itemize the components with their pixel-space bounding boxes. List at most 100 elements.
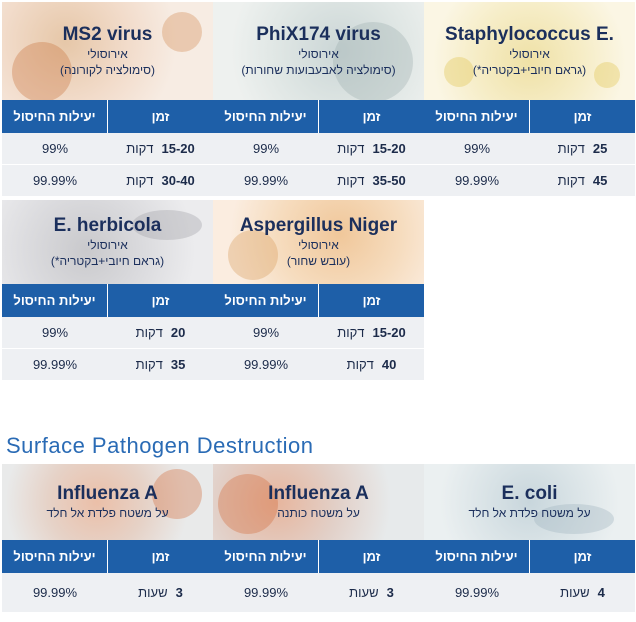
time-value: 25 דקות — [557, 141, 608, 156]
efficiency-value: 99.99% — [243, 585, 289, 600]
pathogen-name: Aspergillus Niger — [239, 214, 398, 236]
card-influenza-a-cotton: Influenza A על משטח כותנה יעילות החיסול … — [213, 464, 424, 613]
decorative-virus-image — [162, 12, 202, 52]
table-header: יעילות החיסול זמן — [424, 100, 635, 133]
table-row: 99.99% 40 דקות — [213, 349, 424, 381]
time-header: זמן — [151, 549, 170, 564]
decorative-virus-image — [333, 22, 413, 100]
pathogen-surface: על משטח פלדת אל חלד — [468, 505, 591, 520]
table-row: 99.99% 30-40 דקות — [2, 165, 213, 197]
decorative-virus-image — [218, 474, 278, 534]
pathogen-note: (סימולציה לאבעבועות שחורות) — [241, 62, 396, 77]
efficiency-header: יעילות החיסול — [213, 100, 319, 133]
card-aspergillus-niger: Aspergillus Niger אירוסולי (עובש שחור) י… — [213, 200, 424, 381]
efficiency-value: 99% — [252, 141, 280, 156]
table-row: 99.99% 35 דקות — [2, 349, 213, 381]
time-header: זמן — [362, 109, 381, 124]
decorative-bacteria-image — [444, 57, 474, 87]
card-influenza-a-steel: Influenza A על משטח פלדת אל חלד יעילות ה… — [2, 464, 213, 613]
pathogen-name: Staphylococcus E. — [445, 23, 614, 45]
decorative-virus-image — [12, 42, 72, 100]
decorative-bacteria-image — [594, 62, 620, 88]
efficiency-header: יעילות החיסול — [2, 284, 108, 317]
table-header: יעילות החיסול זמן — [2, 284, 213, 317]
pathogen-name: Influenza A — [268, 482, 369, 504]
table-header: יעילות החיסול זמן — [213, 284, 424, 317]
table-header: יעילות החיסול זמן — [213, 540, 424, 573]
efficiency-header: יעילות החיסול — [213, 540, 319, 573]
card-header: Influenza A על משטח כותנה — [213, 464, 424, 540]
efficiency-header: יעילות החיסול — [424, 540, 530, 573]
pathogen-note: (עובש שחור) — [286, 253, 351, 268]
efficiency-value: 99.99% — [454, 585, 500, 600]
pathogen-type: אירוסולי — [87, 237, 128, 252]
pathogen-name: PhiX174 virus — [256, 23, 381, 45]
pathogen-name: E. herbicola — [53, 214, 162, 236]
table-row: 99% 25 דקות — [424, 133, 635, 165]
table-header: יעילות החיסול זמן — [2, 540, 213, 573]
decorative-virus-image — [152, 469, 202, 519]
pathogen-note: (*גראם חיובי+בקטריה) — [472, 62, 587, 77]
pathogen-surface: על משטח כותנה — [277, 505, 360, 520]
time-value: 15-20 דקות — [337, 141, 406, 156]
table-header: יעילות החיסול זמן — [2, 100, 213, 133]
table-header: יעילות החיסול זמן — [424, 540, 635, 573]
time-header: זמן — [573, 549, 592, 564]
table-row: 99% 15-20 דקות — [213, 133, 424, 165]
time-value: 35 דקות — [135, 357, 186, 372]
card-header: MS2 virus אירוסולי (סימולציה לקורונה) — [2, 2, 213, 100]
time-value: 40 דקות — [346, 357, 397, 372]
card-header: PhiX174 virus אירוסולי (סימולציה לאבעבוע… — [213, 2, 424, 100]
efficiency-header: יעילות החיסול — [424, 100, 530, 133]
efficiency-value: 99.99% — [454, 173, 500, 188]
time-header: זמן — [573, 109, 592, 124]
time-value: 15-20 דקות — [337, 325, 406, 340]
table-row: 99% 15-20 דקות — [213, 317, 424, 349]
table-row: 99% 15-20 דקות — [2, 133, 213, 165]
efficiency-header: יעילות החיסול — [2, 540, 108, 573]
time-value: 4 שעות — [560, 585, 605, 600]
table-row: 99.99% 35-50 דקות — [213, 165, 424, 197]
time-value: 45 דקות — [557, 173, 608, 188]
time-value: 30-40 דקות — [126, 173, 195, 188]
efficiency-header: יעילות החיסול — [2, 100, 108, 133]
table-row: 99.99% 3 שעות — [213, 573, 424, 613]
efficiency-value: 99.99% — [243, 357, 289, 372]
pathogen-type: אירוסולי — [509, 46, 550, 61]
time-value: 3 שעות — [349, 585, 394, 600]
efficiency-value: 99% — [463, 141, 491, 156]
card-e-herbicola: E. herbicola אירוסולי (*גראם חיובי+בקטרי… — [2, 200, 213, 381]
card-ms2-virus: MS2 virus אירוסולי (סימולציה לקורונה) יע… — [2, 2, 213, 197]
pathogen-type: אירוסולי — [298, 237, 339, 252]
decorative-bacteria-image — [534, 504, 614, 534]
efficiency-value: 99.99% — [32, 585, 78, 600]
table-row: 99.99% 4 שעות — [424, 573, 635, 613]
time-value: 3 שעות — [138, 585, 183, 600]
time-value: 20 דקות — [135, 325, 186, 340]
efficiency-value: 99% — [41, 141, 69, 156]
pathogen-surface: על משטח פלדת אל חלד — [46, 505, 169, 520]
card-staphylococcus: Staphylococcus E. אירוסולי (*גראם חיובי+… — [424, 2, 635, 197]
efficiency-value: 99.99% — [32, 357, 78, 372]
table-header: יעילות החיסול זמן — [213, 100, 424, 133]
table-row: 99% 20 דקות — [2, 317, 213, 349]
pathogen-name: E. coli — [501, 482, 558, 504]
efficiency-value: 99.99% — [32, 173, 78, 188]
time-header: זמן — [151, 109, 170, 124]
time-header: זמן — [151, 293, 170, 308]
pathogen-name: MS2 virus — [62, 23, 153, 45]
efficiency-value: 99% — [41, 325, 69, 340]
decorative-fungus-image — [228, 230, 278, 280]
time-value: 35-50 דקות — [337, 173, 406, 188]
card-header: E. coli על משטח פלדת אל חלד — [424, 464, 635, 540]
decorative-bacteria-image — [132, 210, 202, 240]
pathogen-name: Influenza A — [57, 482, 158, 504]
table-row: 99.99% 3 שעות — [2, 573, 213, 613]
card-e-coli-steel: E. coli על משטח פלדת אל חלד יעילות החיסו… — [424, 464, 635, 613]
card-header: Aspergillus Niger אירוסולי (עובש שחור) — [213, 200, 424, 284]
pathogen-type: אירוסולי — [87, 46, 128, 61]
pathogen-note: (סימולציה לקורונה) — [59, 62, 156, 77]
pathogen-type: אירוסולי — [298, 46, 339, 61]
time-header: זמן — [362, 549, 381, 564]
card-header: Staphylococcus E. אירוסולי (*גראם חיובי+… — [424, 2, 635, 100]
